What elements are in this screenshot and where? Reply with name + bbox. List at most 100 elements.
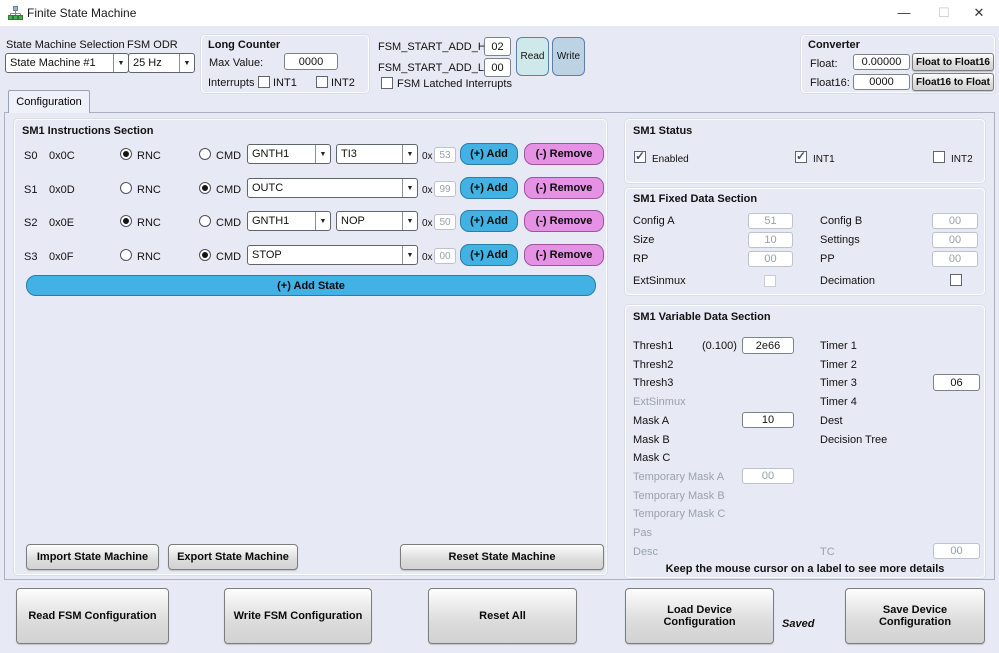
- rnc-radio-s1[interactable]: [120, 182, 132, 194]
- read-button[interactable]: Read: [516, 37, 549, 76]
- status-title: SM1 Status: [633, 125, 693, 137]
- float-to-float16-button[interactable]: Float to Float16: [912, 53, 994, 71]
- cmd-radio-s0[interactable]: [199, 148, 211, 160]
- save-device-configuration-button[interactable]: Save Device Configuration: [845, 588, 985, 644]
- minimize-icon[interactable]: —: [897, 5, 911, 20]
- hex-value-input-s1[interactable]: [434, 181, 456, 197]
- cmd-label: CMD: [216, 184, 242, 196]
- cmd-radio-s3[interactable]: [199, 249, 211, 261]
- timer3-input[interactable]: [933, 374, 980, 391]
- hex-value-input-s2[interactable]: [434, 214, 456, 230]
- state-machine-select[interactable]: State Machine #1 ▼: [5, 53, 129, 73]
- pp-input[interactable]: [932, 251, 978, 267]
- reset-all-button[interactable]: Reset All: [428, 588, 577, 644]
- long-counter-group: [201, 35, 369, 93]
- fsm-odr-select[interactable]: 25 Hz ▼: [128, 53, 195, 73]
- fsm-start-add-h-input[interactable]: [484, 37, 511, 56]
- size-input[interactable]: [748, 232, 793, 248]
- temp-mask-c-label: Temporary Mask C: [633, 508, 726, 520]
- write-fsm-configuration-button[interactable]: Write FSM Configuration: [224, 588, 372, 644]
- float-input[interactable]: [853, 54, 910, 70]
- float16-to-float-button[interactable]: Float16 to Float: [912, 73, 994, 91]
- config-b-input[interactable]: [932, 213, 978, 229]
- command-select-s2[interactable]: NOP ▼: [336, 211, 418, 231]
- add-button-s1[interactable]: (+) Add: [460, 177, 518, 199]
- enabled-checkbox[interactable]: [634, 149, 646, 163]
- remove-button-s3[interactable]: (-) Remove: [524, 244, 604, 266]
- remove-button-s2[interactable]: (-) Remove: [524, 210, 604, 232]
- hex-value-input-s3[interactable]: [434, 248, 456, 264]
- chevron-down-icon: ▼: [315, 212, 330, 230]
- state-address: 0x0E: [49, 217, 75, 229]
- variable-data-title: SM1 Variable Data Section: [633, 311, 771, 323]
- desc-label: Desc: [633, 546, 659, 558]
- command-select-s3[interactable]: STOP ▼: [247, 245, 418, 265]
- remove-button-s1[interactable]: (-) Remove: [524, 177, 604, 199]
- tc-input[interactable]: [933, 543, 980, 559]
- rnc-radio-s3[interactable]: [120, 249, 132, 261]
- fsm-start-add-l-label: FSM_START_ADD_L:: [378, 62, 488, 74]
- cmd-radio-s1[interactable]: [199, 182, 211, 194]
- rnc-radio-s0[interactable]: [120, 148, 132, 160]
- settings-input[interactable]: [932, 232, 978, 248]
- hex-value-input-s0[interactable]: [434, 147, 456, 163]
- config-b-label: Config B: [820, 215, 863, 227]
- lc-int2-checkbox[interactable]: [316, 76, 328, 88]
- cmd-radio-s2[interactable]: [199, 215, 211, 227]
- interrupts-label: Interrupts: [208, 77, 255, 89]
- hint-text: Keep the mouse cursor on a label to see …: [665, 563, 945, 575]
- dest-label: Dest: [820, 415, 843, 427]
- temp-mask-b-label: Temporary Mask B: [633, 490, 725, 502]
- window-title: Finite State Machine: [27, 6, 137, 20]
- temp-mask-a-input[interactable]: [742, 468, 794, 484]
- tc-label: TC: [820, 546, 835, 558]
- read-fsm-configuration-button[interactable]: Read FSM Configuration: [16, 588, 169, 644]
- maximize-icon[interactable]: ☐: [938, 5, 950, 20]
- add-button-s3[interactable]: (+) Add: [460, 244, 518, 266]
- add-button-s2[interactable]: (+) Add: [460, 210, 518, 232]
- fsm-latched-interrupts-checkbox[interactable]: [381, 77, 393, 89]
- load-device-configuration-button[interactable]: Load Device Configuration: [625, 588, 774, 644]
- state-address: 0x0F: [49, 251, 74, 263]
- thresh2-label: Thresh2: [633, 359, 674, 371]
- export-state-machine-button[interactable]: Export State Machine: [168, 544, 298, 570]
- thresh1-input[interactable]: [742, 337, 794, 354]
- rnc-label: RNC: [137, 184, 161, 196]
- chevron-down-icon: ▼: [179, 54, 194, 72]
- lc-int1-label: INT1: [273, 77, 297, 89]
- condition-select-s2[interactable]: GNTH1 ▼: [247, 211, 331, 231]
- fsm-odr-label: FSM ODR: [127, 39, 178, 51]
- chevron-down-icon: ▼: [402, 145, 417, 163]
- rp-input[interactable]: [748, 251, 793, 267]
- fixed-data-title: SM1 Fixed Data Section: [633, 193, 758, 205]
- decimation-label: Decimation: [820, 275, 876, 287]
- config-a-input[interactable]: [748, 213, 793, 229]
- command-select-s0[interactable]: TI3 ▼: [336, 144, 418, 164]
- reset-state-machine-button[interactable]: Reset State Machine: [400, 544, 604, 570]
- add-button-s0[interactable]: (+) Add: [460, 143, 518, 165]
- condition-select-s0[interactable]: GNTH1 ▼: [247, 144, 331, 164]
- float16-input[interactable]: [853, 74, 910, 90]
- fixed-data-group: [625, 188, 985, 295]
- variable-data-group: [625, 305, 985, 578]
- status-int1-checkbox[interactable]: [795, 149, 807, 163]
- rnc-radio-s2[interactable]: [120, 215, 132, 227]
- command-select-s1[interactable]: OUTC ▼: [247, 178, 418, 198]
- settings-label: Settings: [820, 234, 860, 246]
- fsm-start-add-l-input[interactable]: [484, 58, 511, 77]
- lc-int1-checkbox[interactable]: [258, 76, 270, 88]
- decision-tree-label: Decision Tree: [820, 434, 888, 446]
- max-value-input[interactable]: [284, 53, 338, 70]
- saved-status-text: Saved: [782, 618, 815, 630]
- import-state-machine-button[interactable]: Import State Machine: [26, 544, 159, 570]
- add-state-button[interactable]: (+) Add State: [26, 275, 596, 296]
- write-button[interactable]: Write: [552, 37, 585, 76]
- remove-button-s0[interactable]: (-) Remove: [524, 143, 604, 165]
- close-icon[interactable]: ✕: [973, 5, 985, 20]
- decimation-checkbox[interactable]: [950, 274, 962, 286]
- tab-configuration[interactable]: Configuration: [8, 90, 90, 113]
- mask-a-input[interactable]: [742, 412, 794, 428]
- variable-extsinmux-label: ExtSinmux: [633, 396, 686, 408]
- status-int2-checkbox[interactable]: [933, 151, 945, 163]
- state-address: 0x0C: [49, 150, 75, 162]
